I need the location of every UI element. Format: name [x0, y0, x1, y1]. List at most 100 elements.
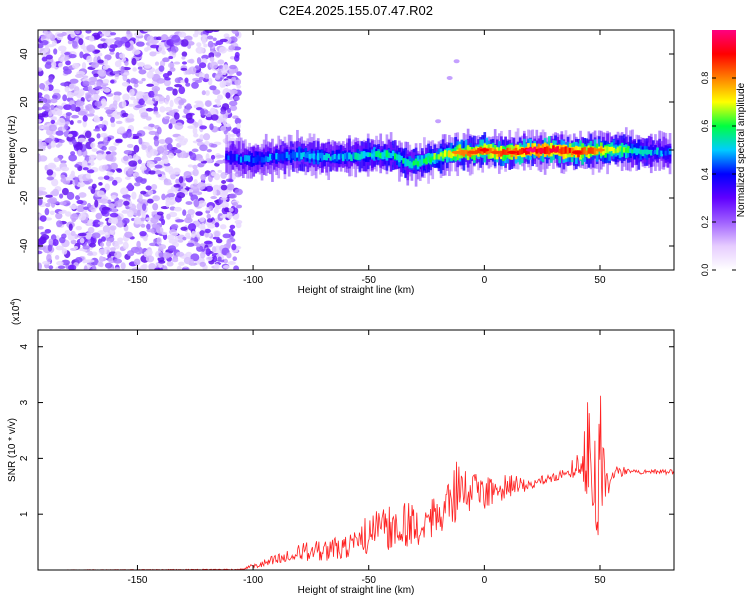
- spectrogram-noise-blob: [69, 120, 74, 125]
- spectrogram-noise-blob: [68, 223, 73, 231]
- spectrogram-band-cell: [437, 154, 441, 160]
- spectrogram-noise-blob: [113, 243, 120, 250]
- spectrogram-band-cell: [368, 152, 372, 157]
- spectrogram-noise-blob: [137, 91, 145, 96]
- spectrogram-noise-blob: [115, 52, 121, 59]
- spectrogram-band-cell: [333, 153, 337, 160]
- spectrogram-noise-blob: [162, 251, 171, 259]
- spectrogram-noise-blob: [215, 40, 224, 46]
- spectrogram-noise-blob: [178, 182, 187, 187]
- spectrogram-noise-blob: [122, 209, 128, 214]
- spectrogram-noise-blob: [184, 77, 189, 84]
- spectrogram-noise-blob: [162, 265, 168, 270]
- spectrogram-noise-blob: [71, 114, 79, 119]
- spectrogram-noise-blob: [99, 242, 105, 247]
- spectrogram-noise-blob: [82, 245, 90, 250]
- spectrogram-noise-blob: [75, 142, 83, 151]
- spectrogram-noise-blob: [189, 58, 195, 64]
- spectrogram-noise-blob: [187, 209, 195, 215]
- spectrogram-noise-blob: [113, 258, 123, 264]
- spectrogram-noise-blob: [146, 161, 155, 168]
- spectrogram-noise-blob: [55, 130, 64, 136]
- spectrogram-noise-blob: [91, 232, 101, 239]
- spectrogram-noise-blob: [120, 187, 129, 195]
- spectrogram-noise-blob: [46, 169, 54, 176]
- colorbar-label: Normalized spectral amplitude: [736, 82, 747, 217]
- spectrogram-noise-blob: [46, 254, 52, 262]
- spectrogram-noise-blob: [74, 30, 81, 35]
- spectrogram-noise-blob: [60, 82, 69, 87]
- spectrogram-noise-blob: [93, 73, 99, 78]
- spectrogram-band-cell: [525, 147, 528, 155]
- spectrogram-noise-blob: [88, 81, 96, 86]
- spectrogram-noise-blob: [212, 184, 221, 190]
- snr-x-tick-label: -150: [127, 575, 147, 586]
- spectrogram-noise-blob: [205, 209, 211, 214]
- spectrogram-noise-blob: [115, 139, 123, 144]
- spectrogram-noise-blob: [58, 139, 65, 144]
- spectrogram-noise-blob: [97, 59, 104, 64]
- spectrogram-noise-blob: [124, 231, 133, 238]
- spectrogram-noise-blob: [236, 84, 242, 89]
- spectrogram-noise-blob: [124, 61, 129, 66]
- spectrogram-noise-blob: [183, 171, 192, 178]
- spectrogram-noise-blob: [81, 62, 87, 70]
- spectrogram-noise-blob: [223, 258, 229, 264]
- spectrogram-band-cell: [502, 149, 505, 155]
- spectrogram-band-cell: [583, 146, 587, 155]
- spectrogram-noise-blob: [194, 121, 199, 128]
- spectrogram-band-cell: [645, 149, 649, 155]
- spectrogram-band-cell: [339, 153, 343, 159]
- spectrogram-noise-blob: [77, 149, 82, 157]
- spectrogram-noise-blob: [136, 132, 142, 137]
- spectrogram-noise-blob: [50, 140, 56, 148]
- spectrogram-noise-blob: [192, 127, 198, 135]
- spectrogram-noise-blob: [109, 225, 117, 231]
- spectrogram-noise-blob: [126, 30, 131, 35]
- spectrogram-band-cell: [570, 148, 574, 156]
- spectrogram-noise-blob: [148, 90, 156, 98]
- spectrogram-noise-blob: [58, 62, 63, 68]
- spectrogram-noise-blob: [71, 40, 78, 49]
- spectrogram-noise-blob: [145, 100, 155, 105]
- spectrogram-noise-blob: [194, 30, 199, 36]
- spectrogram-noise-blob: [103, 58, 108, 66]
- spectrogram-hot-spot: [490, 150, 501, 154]
- spectrogram-band-cell: [389, 153, 393, 159]
- spectrogram-noise-blob: [160, 34, 169, 42]
- spectrogram-hot-spot: [594, 148, 605, 152]
- spectrogram-noise-blob: [231, 76, 237, 82]
- colorbar-tick-label: 0.0: [700, 264, 710, 277]
- spectrogram-band-cell: [231, 154, 235, 161]
- spectrogram-noise-blob: [167, 245, 177, 252]
- spectrogram-noise-blob: [175, 219, 185, 223]
- spectrogram-band-cell: [283, 152, 287, 160]
- spectrogram-noise-blob: [211, 246, 217, 253]
- spectrogram-noise-blob: [169, 201, 175, 206]
- spectrogram-noise-blob: [112, 217, 119, 225]
- spectrogram-noise-blob: [82, 114, 88, 122]
- spectrogram-band-cell: [331, 155, 335, 161]
- spectrogram-noise-blob: [75, 73, 84, 78]
- spectrogram-noise-blob: [157, 146, 165, 154]
- spectrogram-noise-blob: [88, 242, 96, 248]
- spectrogram-noise-blob: [74, 177, 79, 186]
- spectrogram-noise-blob: [83, 265, 88, 270]
- spectrogram-noise-blob: [143, 94, 148, 102]
- spectrogram-noise-blob: [97, 261, 103, 267]
- spectrogram-noise-blob: [196, 182, 206, 190]
- spectrogram-noise-blob: [88, 35, 95, 42]
- snr-y-ticks: 1 2 3 4: [19, 344, 674, 517]
- spectrogram-noise-blob: [204, 73, 210, 80]
- spectrogram-noise-blob: [192, 168, 199, 177]
- spectrogram-noise-blob: [82, 119, 87, 128]
- spectrogram-band-cell: [498, 150, 501, 157]
- spectrogram-noise-blob: [107, 219, 113, 224]
- spectrogram-noise-blob: [136, 240, 141, 249]
- spectrogram-noise-blob: [155, 113, 161, 118]
- spectrogram-noise-blob: [145, 217, 152, 221]
- spectrogram-noise-blob: [212, 89, 221, 95]
- spectrogram-noise-blob: [156, 126, 162, 135]
- spectrogram-noise-blob: [222, 233, 231, 239]
- spectrogram-band-cell: [662, 149, 666, 155]
